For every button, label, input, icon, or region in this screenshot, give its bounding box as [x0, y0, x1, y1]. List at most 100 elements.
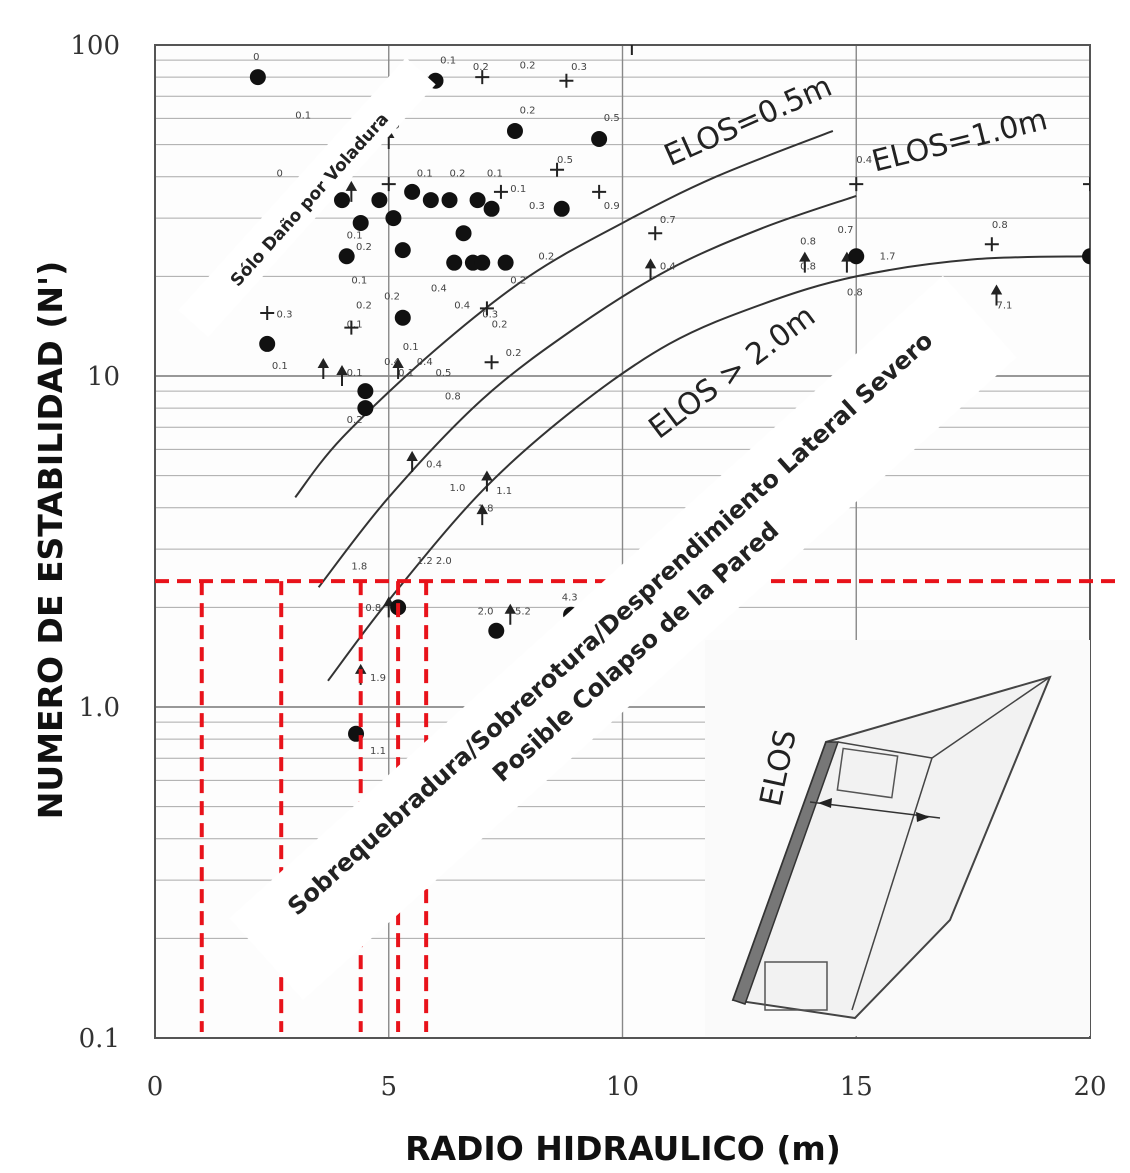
elos-arrow-right [916, 812, 930, 822]
point-label: 0.4 [660, 261, 676, 272]
point-label: 1.7 [880, 251, 896, 262]
point-label: 0.5 [436, 368, 452, 379]
plus-marker [381, 177, 396, 192]
point-label: 0.4 [384, 357, 400, 368]
point-label: 0.2 [510, 276, 526, 287]
plus-marker [475, 70, 490, 85]
point-label: 1.1 [496, 486, 512, 497]
point-label: 0.8 [800, 261, 816, 272]
arrow-marker [476, 504, 488, 526]
arrow-marker [504, 603, 517, 625]
point-label: 0.1 [351, 276, 367, 287]
y-tick-label: 100 [70, 31, 120, 61]
plus-marker [260, 306, 275, 320]
point-label: 0.2 [492, 320, 508, 331]
point-label: 2.0 [478, 607, 494, 618]
point-label: 7.1 [997, 300, 1013, 311]
circle-marker [488, 622, 505, 639]
plus-marker [493, 184, 508, 199]
point-label: 0.4 [426, 459, 442, 470]
stope-drift-lower [764, 961, 828, 1011]
y-tick-label: 1.0 [79, 693, 120, 723]
arrow-marker [406, 450, 418, 472]
arrow-marker [481, 470, 493, 492]
point-label: 0.1 [272, 361, 288, 372]
point-label: 0.8 [365, 603, 381, 614]
circle-marker [385, 210, 402, 227]
point-label: 0.5 [604, 113, 620, 124]
circle-marker [352, 214, 369, 231]
stope-edge-inner [851, 757, 933, 1011]
point-label: 0.1 [403, 342, 419, 353]
point-label: 0.2 [506, 348, 522, 359]
circle-marker [469, 192, 486, 209]
stope-edge-back [931, 676, 1051, 759]
point-label: 0.2 [520, 106, 536, 117]
arrow-marker [345, 180, 358, 202]
circle-marker [591, 131, 608, 148]
point-label: 0.2 [356, 242, 372, 253]
plus-marker [1083, 177, 1090, 192]
point-label: 0.4 [417, 357, 433, 368]
plot-frame [154, 44, 1091, 1039]
arrow-marker [383, 596, 395, 618]
circle-marker [422, 192, 439, 209]
circle-marker [338, 248, 355, 265]
x-tick-label: 10 [606, 1072, 639, 1102]
arrow-marker [392, 357, 404, 379]
point-label: 0.2 [473, 62, 489, 73]
circle-marker [249, 69, 266, 86]
point-label: 0.8 [992, 220, 1008, 231]
elos-curve [294, 130, 834, 498]
arrow-marker [630, 45, 633, 55]
blast-zone-label-bg [178, 57, 436, 338]
point-label: 0.8 [847, 288, 863, 299]
point-label: 0.2 [347, 415, 363, 426]
circle-marker [446, 254, 463, 271]
point-label: 0.2 [520, 60, 536, 71]
point-label: 0.1 [347, 231, 363, 242]
circle-marker [404, 183, 421, 200]
circle-marker [357, 400, 374, 417]
point-label: 1.9 [370, 673, 386, 684]
point-label: 0.1 [440, 55, 456, 66]
tick-labels: 0 5 10 15 20 0.1 1.0 10 100 [70, 31, 1106, 1102]
x-tick-label: 20 [1073, 1072, 1106, 1102]
point-label: 0.4 [431, 284, 447, 295]
plus-marker [559, 73, 574, 88]
arrow-marker [799, 251, 811, 273]
circle-marker [497, 254, 514, 271]
circle-marker [848, 248, 865, 265]
circle-marker [506, 122, 523, 139]
point-label: 0.1 [510, 184, 526, 195]
point-label: 0.3 [482, 310, 498, 321]
arrow-marker [336, 364, 348, 386]
stope-inset: ELOS [705, 640, 1090, 1036]
elos-arrow-left [818, 798, 832, 808]
elos-curve [317, 194, 857, 588]
elos-curve [327, 255, 1090, 682]
arrow-marker [317, 357, 330, 379]
point-label: 5.2 [515, 607, 531, 618]
arrow-marker [644, 258, 657, 280]
plus-marker [592, 184, 607, 199]
y-axis-title-group: NUMERO DE ESTABILIDAD (N') [31, 261, 70, 819]
x-tick-label: 5 [380, 1072, 397, 1102]
circle-marker [1082, 248, 1090, 265]
point-label: 0.1 [347, 368, 363, 379]
circle-marker [371, 192, 388, 209]
point-label: 0.7 [838, 225, 854, 236]
y-axis-title: NUMERO DE ESTABILIDAD (N') [31, 261, 70, 819]
circle-marker [483, 200, 500, 217]
circle-marker [357, 383, 374, 400]
circle-marker [553, 200, 570, 217]
plus-marker [984, 237, 999, 252]
x-tick-label: 0 [147, 1072, 164, 1102]
x-tick-label: 15 [840, 1072, 873, 1102]
point-label: 1.2 2.0 [417, 556, 452, 567]
point-label: 0.1 [347, 320, 363, 331]
point-label: 0.1 [487, 169, 503, 180]
point-label: 4.3 [562, 592, 578, 603]
point-label: 1.8 [478, 503, 494, 514]
